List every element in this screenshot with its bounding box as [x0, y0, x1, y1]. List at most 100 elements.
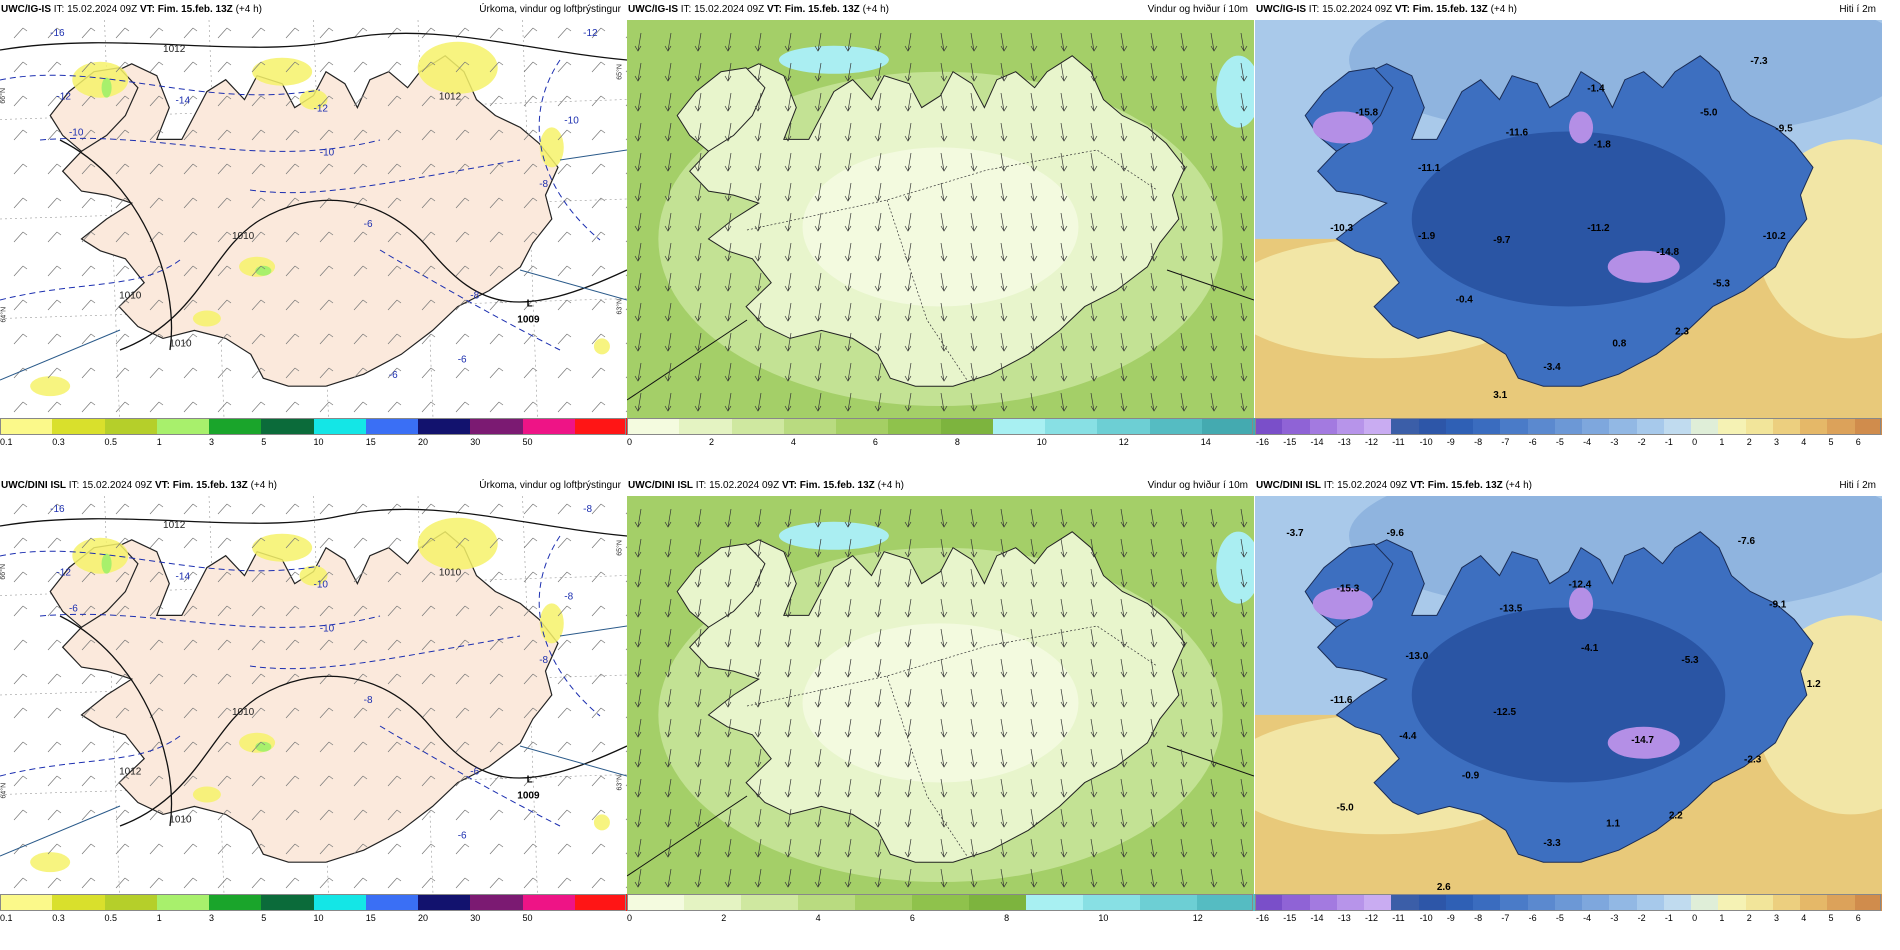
wind-arrow — [1240, 808, 1248, 828]
wind-arrow — [970, 242, 978, 262]
wind-arrow — [874, 122, 882, 142]
wind-barb — [47, 299, 62, 311]
wind-arrow — [754, 568, 762, 588]
wind-arrow — [1000, 688, 1008, 708]
wind-arrow — [844, 242, 852, 262]
wind-arrow — [1240, 568, 1248, 588]
wind-barb — [13, 299, 28, 311]
vt-label: VT: — [154, 480, 170, 491]
wind-barb — [251, 809, 266, 821]
wind-arrow — [844, 568, 852, 588]
colorbar-label: 3 — [209, 437, 215, 447]
wind-barb — [149, 27, 164, 39]
wind-arrow — [634, 212, 642, 232]
isotherm-label: -10 — [320, 623, 335, 634]
wind-arrow — [874, 598, 882, 618]
colorbar-label: -16 — [1256, 437, 1270, 447]
colorbar-swatch — [574, 894, 628, 911]
wind-barb — [591, 367, 606, 379]
colorbar-swatch — [1500, 418, 1529, 435]
wind-arrow — [1150, 688, 1158, 708]
wind-barb — [81, 877, 96, 889]
wind-barb — [353, 809, 368, 821]
wind-arrow — [970, 362, 978, 382]
wind-arrow — [754, 778, 762, 798]
colorbar-label: -9 — [1446, 913, 1455, 923]
wind-arrow — [874, 538, 882, 558]
init-time: 15.02.2024 09Z — [1337, 480, 1408, 491]
wind-arrow — [694, 242, 702, 262]
wind-barb — [353, 265, 368, 277]
wind-barb — [285, 673, 300, 685]
wind-arrow — [1210, 392, 1218, 412]
isotherm-label: -14 — [176, 96, 191, 107]
wind-arrow — [1240, 508, 1248, 528]
isotherm-label: -10 — [314, 580, 329, 591]
wind-arrow — [694, 868, 702, 888]
temperature-value: -5.3 — [1713, 279, 1731, 290]
precip-area — [299, 89, 328, 110]
wind-barb — [523, 129, 538, 141]
wind-barb — [115, 401, 130, 413]
colorbar-swatch — [0, 418, 53, 435]
isotherm-label: -12 — [56, 568, 71, 579]
wind-arrow — [754, 242, 762, 262]
wind-barb — [13, 537, 28, 549]
wind-barb — [591, 231, 606, 243]
colorbar-swatch — [1800, 418, 1828, 435]
very-cold-area — [1312, 587, 1373, 620]
wind-barb — [353, 707, 368, 719]
wind-arrow — [1240, 122, 1248, 142]
wind-arrow — [1090, 242, 1098, 262]
isobar — [119, 675, 627, 827]
wind-arrow — [904, 302, 912, 322]
wind-arrow — [724, 598, 732, 618]
wind-arrow — [784, 748, 792, 768]
wind-barb — [81, 707, 96, 719]
it-label: IT: — [1308, 4, 1320, 15]
wind-barb — [217, 775, 232, 787]
temperature-value: -9.5 — [1775, 123, 1793, 134]
valid-time: Fim. 15.feb. 13Z — [784, 4, 860, 15]
init-time: 15.02.2024 09Z — [1322, 4, 1393, 15]
wind-arrow — [784, 122, 792, 142]
wind-barb — [81, 537, 96, 549]
colorbar-label: 10 — [1098, 913, 1109, 923]
wind-barb — [523, 95, 538, 107]
colorbar-swatch — [1391, 894, 1420, 911]
wind-arrow — [874, 658, 882, 678]
wind-barb — [149, 843, 164, 855]
wind-barb — [421, 571, 436, 583]
map-area: 1012 1012 1010 1010 1010 -16 -12 -14 -10 -8 -10 -8 -… — [0, 496, 627, 894]
wind-arrow — [904, 538, 912, 558]
wind-barb — [557, 27, 572, 39]
wind-barb — [149, 537, 164, 549]
wind-arrow — [694, 628, 702, 648]
wind-barb — [115, 231, 130, 243]
wind-barb — [285, 197, 300, 209]
colorbar-label: -8 — [1474, 913, 1483, 923]
wind-arrow — [874, 332, 882, 352]
map-canvas: -15.8 -1.4 -7.3 -5.0 -9.5 -11.6 -1.8 -11.1 -10.3… — [1255, 20, 1882, 418]
colorbar-swatch — [1827, 894, 1856, 911]
wind-arrow — [1180, 628, 1188, 648]
wind-arrow — [1210, 242, 1218, 262]
wind-arrow — [1030, 748, 1038, 768]
wind-arrow — [754, 32, 762, 52]
wind-barb — [149, 95, 164, 107]
wind-arrow — [1150, 182, 1158, 202]
wind-barb — [115, 605, 130, 617]
isobar — [0, 508, 627, 537]
wind-arrow — [1000, 778, 1008, 798]
wind-arrow — [694, 748, 702, 768]
wind-arrow — [1210, 362, 1218, 382]
colorbar-swatch — [1255, 894, 1283, 911]
wind-arrow — [844, 152, 852, 172]
wind-arrow — [784, 658, 792, 678]
wind-barb — [489, 605, 504, 617]
wind-barb — [183, 61, 198, 73]
wind-barb — [489, 61, 504, 73]
wind-barb — [319, 265, 334, 277]
colorbar-swatch — [1309, 894, 1338, 911]
wind-arrow — [904, 272, 912, 292]
